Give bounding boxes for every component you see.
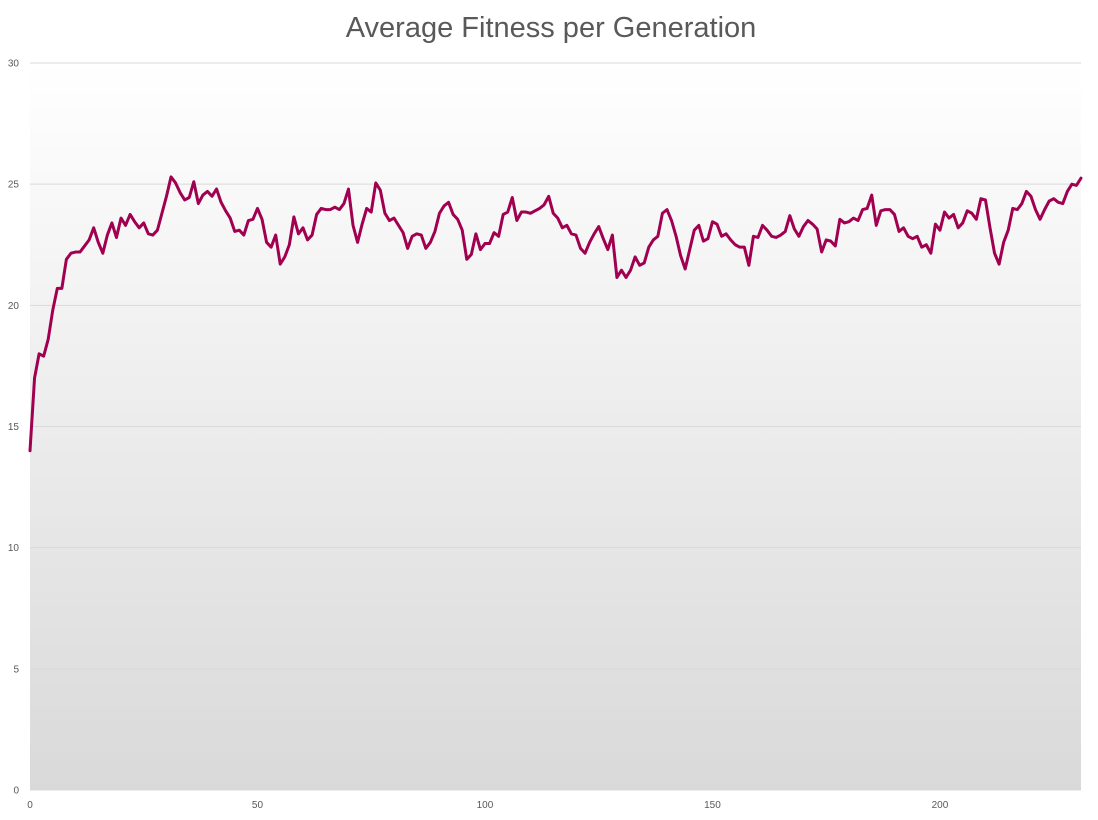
x-tick-label: 150 [704, 800, 721, 811]
y-tick-label: 10 [8, 543, 20, 554]
y-tick-label: 0 [13, 786, 19, 797]
y-tick-label: 20 [8, 301, 20, 312]
series-layer [28, 175, 1083, 453]
x-tick-label: 100 [477, 800, 494, 811]
y-axis-tick-labels: 0 5 10 15 20 25 30 [8, 59, 20, 797]
y-tick-label: 25 [8, 180, 20, 191]
y-tick-label: 5 [13, 664, 19, 675]
y-tick-label: 15 [8, 422, 20, 433]
chart-title: Average Fitness per Generation [346, 12, 757, 44]
x-axis-tick-labels: 0 50 100 150 200 [27, 800, 949, 811]
x-tick-label: 0 [27, 800, 33, 811]
x-tick-label: 200 [932, 800, 949, 811]
y-tick-label: 30 [8, 59, 20, 70]
x-tick-label: 50 [252, 800, 264, 811]
gridlines [30, 62, 1081, 791]
series-line-0 [28, 175, 1083, 453]
